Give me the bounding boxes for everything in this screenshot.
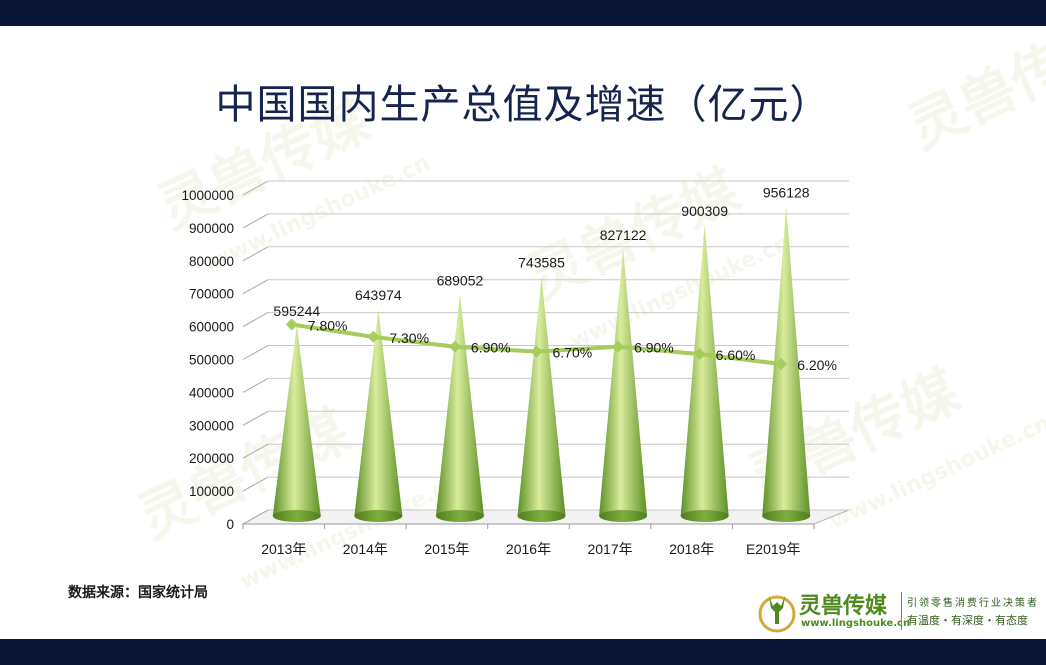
gridline-diagonal	[242, 246, 269, 262]
brand-url: www.lingshouke.cn	[801, 618, 911, 629]
bar-cone-base	[272, 510, 321, 522]
x-tick-label: 2015年	[424, 541, 469, 557]
bar-value-label: 643974	[355, 287, 402, 303]
gridline-diagonal	[242, 377, 269, 393]
bar-value-label: 743585	[518, 254, 565, 270]
x-tick-label: 2017年	[587, 541, 632, 557]
gridline-diagonal	[242, 443, 269, 459]
bar-value-label: 827122	[600, 227, 647, 243]
gridline-diagonal	[242, 279, 269, 295]
growth-point	[285, 318, 298, 331]
bar-cone	[762, 206, 811, 516]
y-tick-label: 800000	[189, 254, 234, 269]
y-tick-label: 1000000	[181, 188, 234, 203]
bottom-bar	[0, 639, 1046, 665]
gridline-diagonal	[242, 345, 269, 360]
label-layer: 595244 643974 689052 743585 827122 900309 9561…	[273, 184, 836, 373]
y-tick-label: 700000	[189, 287, 234, 302]
bar-cone	[435, 294, 484, 516]
x-tick-label: 2013年	[261, 541, 306, 557]
growth-label: 6.90%	[471, 340, 511, 356]
growth-label: 6.90%	[634, 340, 674, 356]
brand-slogan: 引领零售消费行业决策者	[907, 598, 1039, 609]
bar-cone	[517, 276, 566, 516]
bar-layer	[272, 206, 811, 522]
growth-label: 6.60%	[716, 347, 756, 363]
brand-motto: 有温度・有深度・有态度	[907, 614, 1028, 627]
top-bar	[0, 0, 1046, 26]
gridline-diagonal	[242, 476, 269, 492]
gridline-diagonal	[242, 312, 269, 328]
bar-cone	[599, 248, 648, 516]
growth-point	[530, 345, 543, 358]
growth-point	[448, 340, 461, 353]
bar-cone-base	[435, 510, 484, 522]
bar-cone-base	[599, 510, 648, 522]
x-tick-label: 2018年	[669, 541, 714, 557]
growth-label: 7.80%	[308, 318, 348, 334]
y-tick-label: 500000	[189, 353, 234, 368]
y-tick-label: 600000	[189, 320, 234, 335]
x-tick-label: 2014年	[343, 541, 388, 557]
growth-label: 7.30%	[389, 330, 429, 346]
axis-layer: 0 100000 200000 300000 400000 500000 600000 700…	[181, 188, 815, 557]
bar-cone-base	[354, 510, 403, 522]
gridline-diagonal	[242, 509, 269, 525]
deer-icon	[758, 595, 796, 633]
y-tick-label: 400000	[189, 385, 234, 400]
logo-divider	[901, 592, 902, 630]
y-tick-label: 200000	[189, 451, 234, 466]
bar-value-label: 900309	[681, 203, 728, 219]
bar-cone-base	[517, 510, 566, 522]
growth-label: 6.20%	[797, 357, 837, 373]
growth-point	[693, 348, 706, 361]
gridline-diagonal	[242, 213, 269, 229]
brand-name: 灵兽传媒	[799, 593, 888, 619]
x-tick-label: E2019年	[746, 541, 800, 557]
gridline-diagonal	[242, 180, 269, 196]
y-tick-label: 0	[226, 517, 234, 532]
y-tick-label: 900000	[189, 221, 234, 236]
bar-value-label: 595244	[273, 303, 320, 319]
y-tick-label: 300000	[189, 418, 234, 433]
bar-cone-base	[762, 510, 811, 522]
bar-cone-base	[680, 510, 729, 522]
bar-value-label: 956128	[763, 184, 810, 200]
x-tick-label: 2016年	[506, 541, 551, 557]
growth-point	[612, 340, 625, 353]
bar-cone	[680, 224, 729, 516]
gridline-diagonal	[242, 410, 269, 426]
data-source: 数据来源：国家统计局	[68, 585, 208, 601]
page-title: 中国国内生产总值及增速（亿元）	[215, 82, 831, 128]
bar-cone	[272, 325, 321, 516]
growth-label: 6.70%	[553, 345, 593, 361]
brand-logo: 灵兽传媒 www.lingshouke.cn 引领零售消费行业决策者 有温度・有…	[755, 588, 1045, 636]
growth-point	[367, 330, 380, 343]
bar-cone	[354, 309, 403, 516]
y-tick-label: 100000	[189, 484, 234, 499]
line-layer	[285, 318, 788, 371]
growth-point	[775, 358, 788, 371]
bar-value-label: 689052	[437, 272, 484, 288]
